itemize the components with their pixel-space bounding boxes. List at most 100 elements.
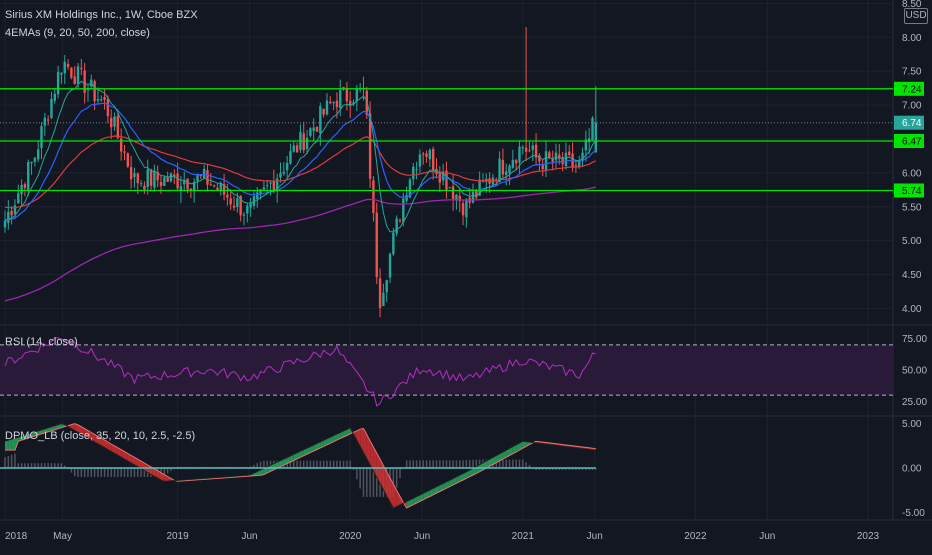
candle-body — [242, 214, 246, 216]
cloud-segment — [526, 441, 530, 447]
level-price-label: 5.74 — [902, 186, 922, 197]
cloud-segment — [409, 498, 414, 507]
time-tick-label: 2022 — [684, 531, 707, 542]
candle-body — [445, 170, 448, 190]
cloud-segment — [476, 464, 480, 474]
cloud-segment — [416, 494, 420, 504]
candle-body — [236, 198, 239, 207]
cloud-segment — [111, 443, 115, 454]
ema50-line — [4, 135, 597, 209]
candle-body — [478, 179, 481, 196]
candle-body — [123, 151, 126, 153]
cloud-segment — [161, 472, 165, 482]
candle-body — [441, 172, 445, 181]
time-tick-label: 2023 — [857, 531, 880, 542]
candle-body — [415, 169, 418, 171]
rsi-label[interactable]: RSI (14, close) — [5, 336, 78, 348]
candle-body — [46, 119, 50, 121]
candle-body — [189, 188, 193, 191]
candle-body — [209, 184, 212, 186]
cloud-segment — [449, 478, 454, 487]
candle-body — [305, 137, 309, 150]
candle-body — [561, 156, 564, 165]
candle-body — [100, 99, 103, 101]
indicator-label[interactable]: 4EMAs (9, 20, 50, 200, close) — [5, 27, 150, 39]
price-tick-label: 5.00 — [902, 236, 922, 247]
cloud-segment — [486, 459, 490, 469]
cloud-segment — [131, 455, 135, 465]
candle-body — [40, 126, 43, 148]
candle-body — [574, 165, 578, 167]
candle-body — [372, 180, 375, 213]
candle-body — [269, 182, 272, 184]
cloud-segment — [310, 444, 314, 453]
candle-body — [56, 72, 60, 95]
cloud-segment — [519, 441, 523, 451]
candle-body — [159, 181, 163, 186]
candle-body — [458, 195, 461, 201]
candle-body — [139, 183, 143, 185]
candle-body — [345, 88, 349, 102]
candle-body — [551, 158, 554, 162]
candle-body — [163, 177, 166, 186]
time-tick-label: May — [53, 531, 72, 542]
candle-body — [554, 152, 558, 161]
level-price-tag — [894, 134, 924, 149]
cloud-segment — [317, 441, 321, 450]
dpmo-histogram — [4, 453, 597, 497]
candle-body — [587, 138, 591, 143]
price-tick-label: 7.00 — [902, 101, 922, 112]
dpmo-label[interactable]: DPMO_LB (close, 35, 20, 10, 2.5, -2.5) — [5, 430, 196, 442]
candle-body — [7, 211, 10, 223]
rsi-tick-label: 50.00 — [902, 366, 927, 377]
candle-body — [544, 151, 548, 171]
cloud-segment — [253, 471, 258, 476]
cloud-segment — [287, 455, 291, 464]
candle-body — [113, 116, 116, 127]
cloud-segment — [439, 483, 444, 492]
candle-body — [428, 149, 432, 160]
candle-body — [143, 185, 146, 190]
price-tick-label: 4.50 — [902, 270, 922, 281]
currency-badge[interactable]: USD — [904, 8, 928, 24]
cloud-segment — [154, 468, 158, 479]
candle-body — [481, 180, 485, 182]
cloud-segment — [512, 444, 517, 454]
time-tick-label: Jun — [414, 531, 430, 542]
candle-body — [405, 194, 408, 201]
cloud-segment — [433, 486, 437, 495]
candle-body — [53, 93, 56, 101]
time-tick-label: 2018 — [5, 531, 28, 542]
candle-body — [295, 145, 299, 153]
candle-body — [282, 171, 286, 174]
candle-body — [319, 106, 322, 134]
level-price-tag — [894, 183, 924, 198]
cloud-segment — [91, 432, 95, 442]
cloud-segment — [393, 484, 397, 509]
candle-body — [50, 98, 53, 119]
candle-body — [412, 166, 415, 180]
candle-body — [302, 133, 305, 151]
price-tick-label: 7.50 — [902, 67, 922, 78]
candle-body — [514, 160, 518, 164]
time-tick-label: 2020 — [339, 531, 362, 542]
cloud-segment — [419, 493, 424, 502]
level-price-label: 6.47 — [902, 137, 922, 148]
cloud-segment — [506, 448, 510, 458]
last-price-tag — [894, 115, 924, 130]
cloud-segment — [496, 453, 500, 463]
candle-body — [216, 187, 219, 190]
candle-body — [591, 117, 594, 141]
price-tick-label: 4.00 — [902, 304, 922, 315]
price-tick-label: 6.00 — [902, 168, 922, 179]
candle-body — [219, 182, 222, 191]
candle-body — [548, 152, 551, 158]
cloud-segment — [81, 426, 85, 437]
cloud-segment — [303, 448, 308, 456]
cloud-segment — [300, 449, 304, 458]
candle-body — [17, 193, 20, 204]
candle-body — [422, 153, 425, 155]
ema9-line — [4, 80, 597, 233]
